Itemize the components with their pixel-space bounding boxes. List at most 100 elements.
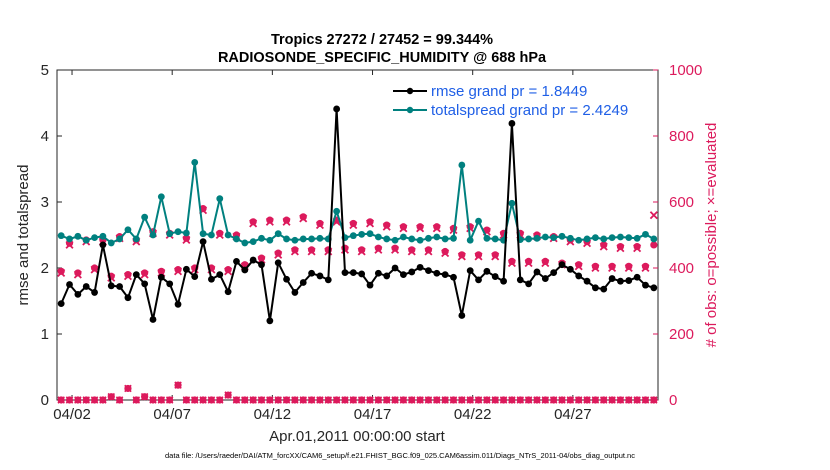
totalspread-point: [191, 159, 199, 166]
totalspread-point: [107, 239, 115, 247]
obs-bottom-cross: [424, 396, 433, 404]
obs-bottom-cross: [199, 396, 207, 404]
totalspread-point: [99, 232, 107, 240]
obs-possible-point: [416, 223, 424, 231]
obs-bottom-cross: [257, 396, 266, 404]
obs-possible-point: [541, 257, 549, 265]
obs-bottom-cross: [458, 396, 466, 404]
rmse-point: [141, 280, 149, 288]
totalspread-point: [182, 229, 190, 237]
obs-bottom-cross: [524, 396, 533, 404]
rmse-point: [149, 316, 157, 323]
obs-evaluated-point: [591, 263, 600, 273]
rmse-point: [333, 105, 341, 113]
y-left-tick-label: 1: [41, 326, 49, 343]
obs-bottom-cross: [483, 396, 491, 404]
obs-possible-point: [508, 257, 516, 265]
y-axis-left-label: rmse and totalspread: [15, 165, 32, 306]
rmse-point: [258, 261, 265, 269]
obs-bottom-cross: [132, 396, 141, 404]
obs-bottom-cross: [416, 396, 424, 404]
obs-bottom-cross: [107, 392, 116, 401]
obs-bottom-cross: [140, 392, 149, 401]
obs-evaluated-point: [507, 259, 516, 268]
x-tick-label: 04/22: [454, 406, 492, 423]
rmse-point: [491, 273, 499, 280]
y-left-tick-label: 2: [41, 260, 49, 277]
totalspread-point: [450, 234, 457, 242]
obs-possible-point: [257, 254, 266, 262]
obs-bottom-cross: [391, 396, 399, 404]
totalspread-point: [408, 235, 416, 243]
totalspread-point: [233, 235, 240, 243]
obs-bottom-cross: [499, 396, 508, 404]
totalspread-point: [374, 233, 382, 241]
obs-bottom-cross: [316, 396, 324, 404]
x-tick-label: 04/02: [53, 406, 91, 423]
obs-bottom-cross: [616, 396, 625, 404]
rmse-point: [299, 279, 307, 286]
rmse-point: [283, 275, 290, 283]
obs-bottom-cross: [625, 396, 633, 404]
obs-possible-point: [266, 216, 274, 224]
obs-evaluated-point: [299, 214, 308, 223]
totalspread-point: [642, 230, 649, 238]
rmse-point: [450, 273, 457, 281]
y-left-tick-label: 0: [41, 392, 49, 409]
obs-evaluated-point: [382, 222, 391, 231]
rmse-point: [166, 280, 174, 288]
totalspread-point: [57, 232, 65, 240]
totalspread-point: [241, 239, 249, 247]
totalspread-point: [617, 233, 624, 241]
totalspread-point: [541, 233, 549, 241]
rmse-point: [308, 269, 315, 277]
obs-bottom-cross: [566, 396, 575, 404]
obs-bottom-cross: [466, 396, 474, 404]
obs-bottom-cross: [633, 396, 641, 404]
rmse-point: [500, 277, 507, 285]
obs-bottom-cross: [441, 396, 449, 404]
obs-bottom-cross: [165, 396, 174, 404]
obs-evaluated-point: [574, 262, 583, 271]
obs-bottom-cross: [182, 396, 191, 404]
obs-possible-point: [575, 261, 583, 269]
rmse-point: [366, 281, 374, 289]
plot-frame: [56, 69, 659, 401]
obs-possible-point: [591, 262, 599, 270]
obs-possible-point: [374, 244, 382, 252]
obs-bottom-cross: [541, 396, 550, 404]
obs-possible-point: [274, 249, 282, 257]
obs-bottom-cross: [149, 396, 157, 404]
obs-bottom-cross: [599, 396, 608, 404]
obs-evaluated-point: [374, 245, 383, 254]
rmse-point: [358, 270, 366, 278]
totalspread-point: [333, 207, 341, 215]
totalspread-point: [591, 234, 599, 242]
totalspread-point: [174, 228, 182, 236]
rmse-point: [408, 268, 416, 276]
obs-evaluated-point: [123, 272, 132, 281]
obs-bottom-cross: [608, 396, 616, 404]
obs-possible-point: [124, 271, 132, 279]
rmse-point: [591, 284, 599, 292]
obs-evaluated-point: [432, 224, 441, 233]
obs-bottom-cross: [57, 396, 65, 404]
obs-bottom-cross: [282, 396, 291, 404]
obs-evaluated-point: [416, 224, 425, 233]
rmse-point: [233, 258, 240, 265]
x-tick-label: 04/27: [554, 406, 592, 423]
rmse-point: [425, 267, 432, 275]
totalspread-point: [82, 236, 90, 244]
totalspread-point: [425, 234, 432, 242]
obs-possible-point: [483, 226, 491, 234]
totalspread-point: [416, 236, 424, 244]
obs-possible-point: [349, 219, 357, 228]
obs-bottom-cross: [449, 396, 458, 404]
totalspread-point: [650, 235, 658, 243]
obs-evaluated-point: [65, 240, 74, 249]
obs-evaluated-point: [399, 224, 408, 233]
rmse-point: [533, 268, 541, 276]
rmse-point: [617, 277, 624, 285]
obs-possible-point: [366, 218, 374, 226]
obs-evaluated-point: [608, 263, 617, 273]
